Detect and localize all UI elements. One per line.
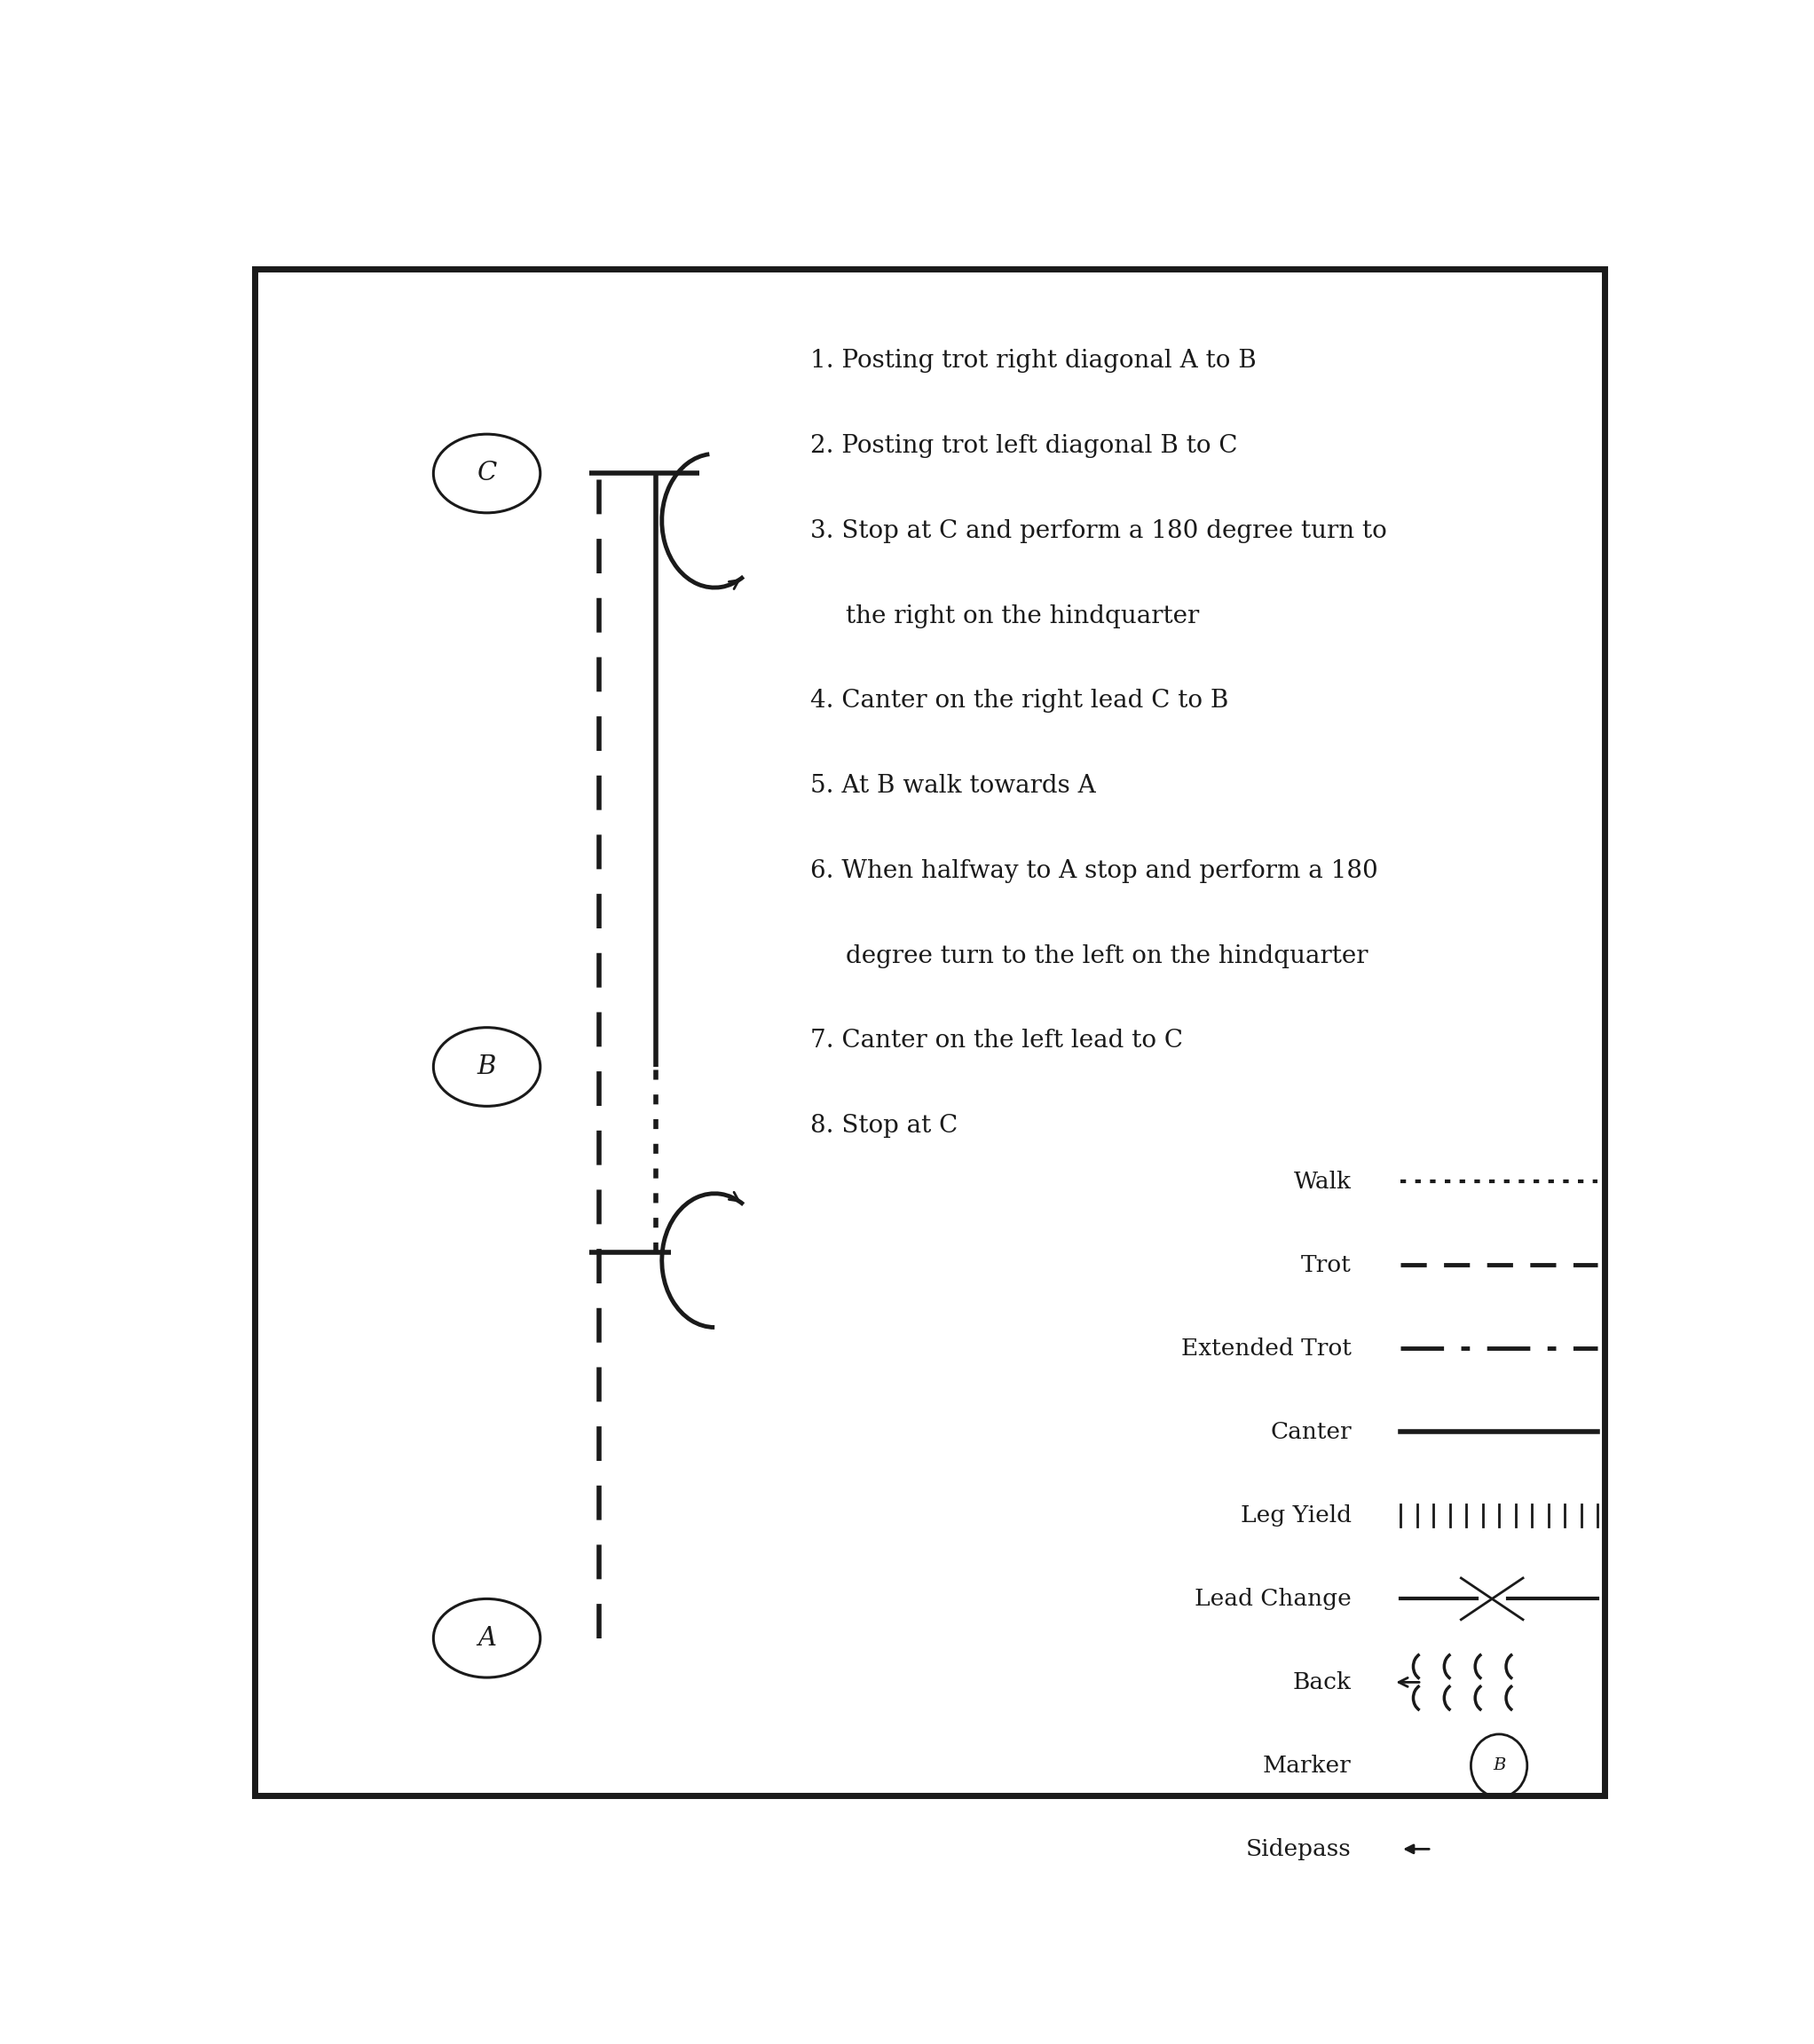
Text: B: B: [1493, 1758, 1506, 1774]
Text: Extended Trot: Extended Trot: [1181, 1337, 1351, 1359]
Text: Walk: Walk: [1293, 1171, 1351, 1194]
Text: A: A: [477, 1625, 497, 1652]
Text: 3. Stop at C and perform a 180 degree turn to: 3. Stop at C and perform a 180 degree tu…: [811, 519, 1388, 544]
Text: Back: Back: [1293, 1672, 1351, 1692]
Text: 2. Posting trot left diagonal B to C: 2. Posting trot left diagonal B to C: [811, 433, 1237, 458]
Text: 1. Posting trot right diagonal A to B: 1. Posting trot right diagonal A to B: [811, 350, 1257, 374]
Text: Trot: Trot: [1301, 1255, 1351, 1275]
Text: 7. Canter on the left lead to C: 7. Canter on the left lead to C: [811, 1028, 1183, 1053]
Text: Leg Yield: Leg Yield: [1241, 1504, 1351, 1527]
Text: Sidepass: Sidepass: [1246, 1838, 1351, 1860]
Text: the right on the hindquarter: the right on the hindquarter: [845, 605, 1199, 628]
Text: Lead Change: Lead Change: [1195, 1588, 1351, 1611]
Text: 8. Stop at C: 8. Stop at C: [811, 1114, 958, 1139]
Text: degree turn to the left on the hindquarter: degree turn to the left on the hindquart…: [845, 944, 1368, 969]
Text: 4. Canter on the right lead C to B: 4. Canter on the right lead C to B: [811, 689, 1228, 713]
Text: C: C: [477, 462, 497, 486]
Text: B: B: [477, 1055, 497, 1079]
Text: Marker: Marker: [1263, 1754, 1351, 1776]
Text: 6. When halfway to A stop and perform a 180: 6. When halfway to A stop and perform a …: [811, 858, 1379, 883]
Text: 5. At B walk towards A: 5. At B walk towards A: [811, 775, 1096, 797]
Text: Canter: Canter: [1270, 1421, 1351, 1443]
